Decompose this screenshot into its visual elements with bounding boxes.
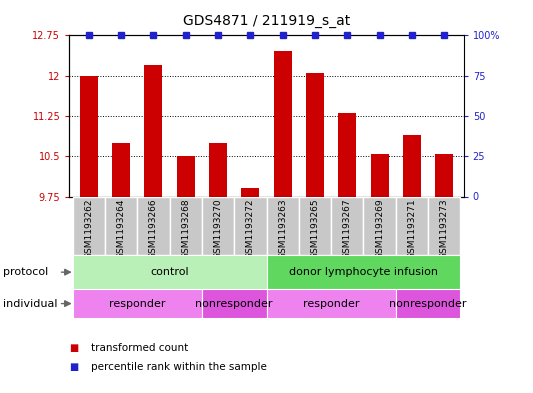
Text: individual: individual — [3, 299, 57, 309]
Bar — [266, 196, 299, 255]
Text: GSM1193264: GSM1193264 — [117, 198, 125, 259]
Bar — [105, 196, 137, 255]
Bar — [72, 255, 266, 289]
Text: ■: ■ — [69, 362, 78, 373]
Text: GSM1193272: GSM1193272 — [246, 198, 255, 259]
Bar — [428, 196, 461, 255]
Text: GSM1193266: GSM1193266 — [149, 198, 158, 259]
Text: nonresponder: nonresponder — [390, 299, 467, 309]
Bar — [241, 189, 259, 196]
Text: nonresponder: nonresponder — [196, 299, 273, 309]
Bar — [338, 113, 356, 196]
Bar — [396, 289, 461, 318]
Text: GSM1193263: GSM1193263 — [278, 198, 287, 259]
Bar — [299, 196, 331, 255]
Bar — [403, 135, 421, 196]
Text: ■: ■ — [69, 343, 78, 353]
Bar — [72, 196, 105, 255]
Bar — [72, 289, 202, 318]
Text: responder: responder — [109, 299, 165, 309]
Text: protocol: protocol — [3, 267, 48, 277]
Text: GSM1193273: GSM1193273 — [440, 198, 449, 259]
Bar — [396, 196, 428, 255]
Bar — [266, 255, 461, 289]
Bar — [137, 196, 169, 255]
Bar — [144, 65, 162, 196]
Text: GSM1193270: GSM1193270 — [214, 198, 222, 259]
Bar — [80, 76, 98, 196]
Bar — [202, 289, 266, 318]
Bar — [266, 289, 396, 318]
Text: transformed count: transformed count — [91, 343, 188, 353]
Text: GSM1193265: GSM1193265 — [311, 198, 319, 259]
Bar — [112, 143, 130, 196]
Bar — [209, 143, 227, 196]
Text: GSM1193269: GSM1193269 — [375, 198, 384, 259]
Text: percentile rank within the sample: percentile rank within the sample — [91, 362, 266, 373]
Bar — [177, 156, 195, 196]
Text: control: control — [150, 267, 189, 277]
Bar — [364, 196, 396, 255]
Text: GSM1193271: GSM1193271 — [408, 198, 416, 259]
Bar — [306, 73, 324, 196]
Bar — [331, 196, 364, 255]
Text: GDS4871 / 211919_s_at: GDS4871 / 211919_s_at — [183, 14, 350, 28]
Bar — [169, 196, 202, 255]
Bar — [274, 51, 292, 196]
Bar — [435, 154, 453, 196]
Text: GSM1193262: GSM1193262 — [84, 198, 93, 259]
Text: donor lymphocyte infusion: donor lymphocyte infusion — [289, 267, 438, 277]
Bar — [371, 154, 389, 196]
Text: GSM1193267: GSM1193267 — [343, 198, 352, 259]
Text: responder: responder — [303, 299, 359, 309]
Bar — [202, 196, 234, 255]
Text: GSM1193268: GSM1193268 — [181, 198, 190, 259]
Bar — [234, 196, 266, 255]
